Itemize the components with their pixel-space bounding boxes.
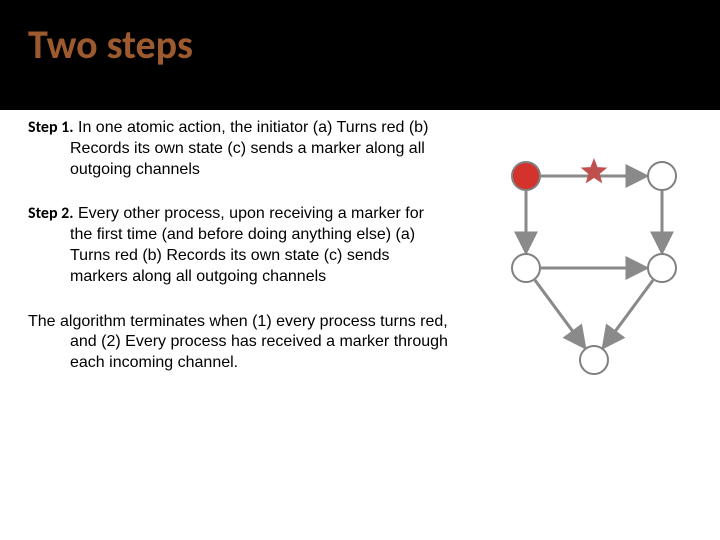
step-2: Step 2. Every other process, upon receiv… bbox=[28, 204, 448, 287]
title-bar: Two steps bbox=[0, 0, 720, 110]
node bbox=[512, 254, 540, 282]
termination: The algorithm terminates when (1) every … bbox=[28, 312, 448, 374]
step-1: Step 1. In one atomic action, the initia… bbox=[28, 118, 448, 180]
network-diagram bbox=[480, 128, 700, 428]
star-icon bbox=[581, 158, 608, 183]
node bbox=[580, 346, 608, 374]
step-1-label: Step 1. bbox=[28, 118, 74, 137]
slide-title: Two steps bbox=[28, 20, 193, 69]
edge bbox=[603, 280, 653, 348]
edge bbox=[535, 280, 585, 348]
step-1-text: In one atomic action, the initiator (a) … bbox=[70, 119, 428, 178]
step-2-text: Every other process, upon receiving a ma… bbox=[70, 205, 424, 284]
node bbox=[648, 254, 676, 282]
node bbox=[648, 162, 676, 190]
slide: Two steps Step 1. In one atomic action, … bbox=[0, 0, 720, 540]
node bbox=[512, 162, 540, 190]
termination-text: The algorithm terminates when (1) every … bbox=[28, 313, 448, 372]
step-2-label: Step 2. bbox=[28, 204, 74, 223]
body-text: Step 1. In one atomic action, the initia… bbox=[28, 118, 448, 398]
